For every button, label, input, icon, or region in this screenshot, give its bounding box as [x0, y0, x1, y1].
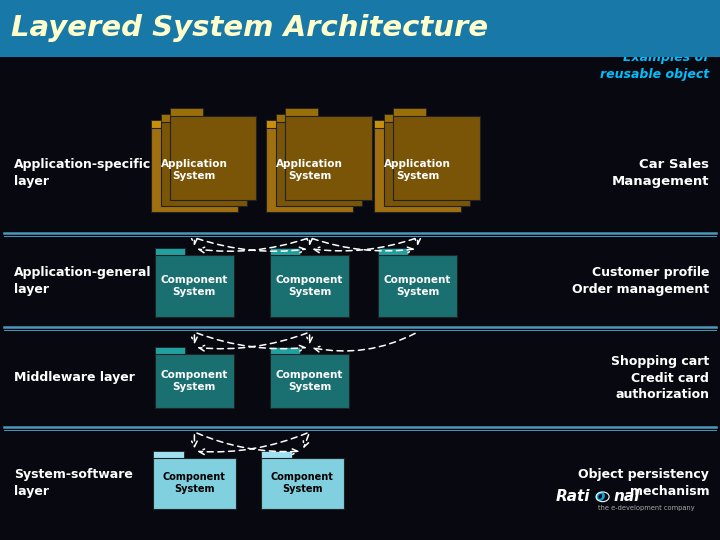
Text: Customer profile
Order management: Customer profile Order management — [572, 266, 709, 296]
FancyBboxPatch shape — [153, 458, 236, 509]
Text: Component
System: Component System — [384, 275, 451, 297]
Text: Component
System: Component System — [276, 275, 343, 297]
Text: Object persistency
mechanism: Object persistency mechanism — [578, 468, 709, 498]
FancyBboxPatch shape — [153, 451, 184, 458]
FancyBboxPatch shape — [285, 116, 372, 200]
FancyBboxPatch shape — [285, 108, 318, 116]
FancyBboxPatch shape — [270, 347, 300, 354]
FancyBboxPatch shape — [151, 120, 184, 128]
FancyBboxPatch shape — [261, 458, 344, 509]
FancyBboxPatch shape — [384, 114, 417, 122]
Text: Component
System: Component System — [161, 370, 228, 392]
Text: Rati: Rati — [556, 489, 590, 504]
Text: Application
System: Application System — [276, 159, 343, 181]
FancyBboxPatch shape — [276, 114, 309, 122]
FancyBboxPatch shape — [393, 108, 426, 116]
FancyBboxPatch shape — [151, 128, 238, 212]
Text: Middleware layer: Middleware layer — [14, 372, 135, 384]
Text: the e-development company: the e-development company — [598, 504, 694, 511]
Text: Shopping cart
Credit card
authorization: Shopping cart Credit card authorization — [611, 354, 709, 402]
Text: Component
System: Component System — [163, 472, 226, 494]
Text: o: o — [594, 489, 605, 504]
Text: nal: nal — [613, 489, 640, 504]
FancyBboxPatch shape — [384, 122, 470, 206]
FancyBboxPatch shape — [393, 116, 480, 200]
Text: Application-general
layer: Application-general layer — [14, 266, 152, 296]
Text: System-software
layer: System-software layer — [14, 468, 133, 498]
FancyBboxPatch shape — [378, 248, 408, 255]
Text: Examples of
reusable object: Examples of reusable object — [600, 51, 709, 82]
FancyBboxPatch shape — [161, 114, 194, 122]
Text: Component
System: Component System — [276, 370, 343, 392]
FancyBboxPatch shape — [270, 255, 349, 317]
FancyBboxPatch shape — [0, 0, 720, 57]
FancyBboxPatch shape — [270, 248, 300, 255]
Text: Component
System: Component System — [161, 275, 228, 297]
FancyBboxPatch shape — [161, 122, 247, 206]
FancyBboxPatch shape — [155, 347, 185, 354]
FancyBboxPatch shape — [374, 128, 461, 212]
FancyBboxPatch shape — [170, 116, 256, 200]
FancyBboxPatch shape — [261, 451, 292, 458]
Text: Application-specific
layer: Application-specific layer — [14, 158, 152, 188]
FancyBboxPatch shape — [155, 248, 185, 255]
FancyBboxPatch shape — [374, 120, 408, 128]
FancyBboxPatch shape — [266, 120, 300, 128]
FancyBboxPatch shape — [170, 108, 203, 116]
Text: Application
System: Application System — [161, 159, 228, 181]
FancyBboxPatch shape — [266, 128, 353, 212]
FancyBboxPatch shape — [155, 354, 234, 408]
FancyBboxPatch shape — [155, 255, 234, 317]
Text: Layered System Architecture: Layered System Architecture — [11, 15, 488, 42]
FancyBboxPatch shape — [378, 255, 457, 317]
FancyBboxPatch shape — [276, 122, 362, 206]
FancyBboxPatch shape — [270, 354, 349, 408]
Text: Application
System: Application System — [384, 159, 451, 181]
Text: Car Sales
Management: Car Sales Management — [612, 158, 709, 188]
Text: Component
System: Component System — [271, 472, 334, 494]
